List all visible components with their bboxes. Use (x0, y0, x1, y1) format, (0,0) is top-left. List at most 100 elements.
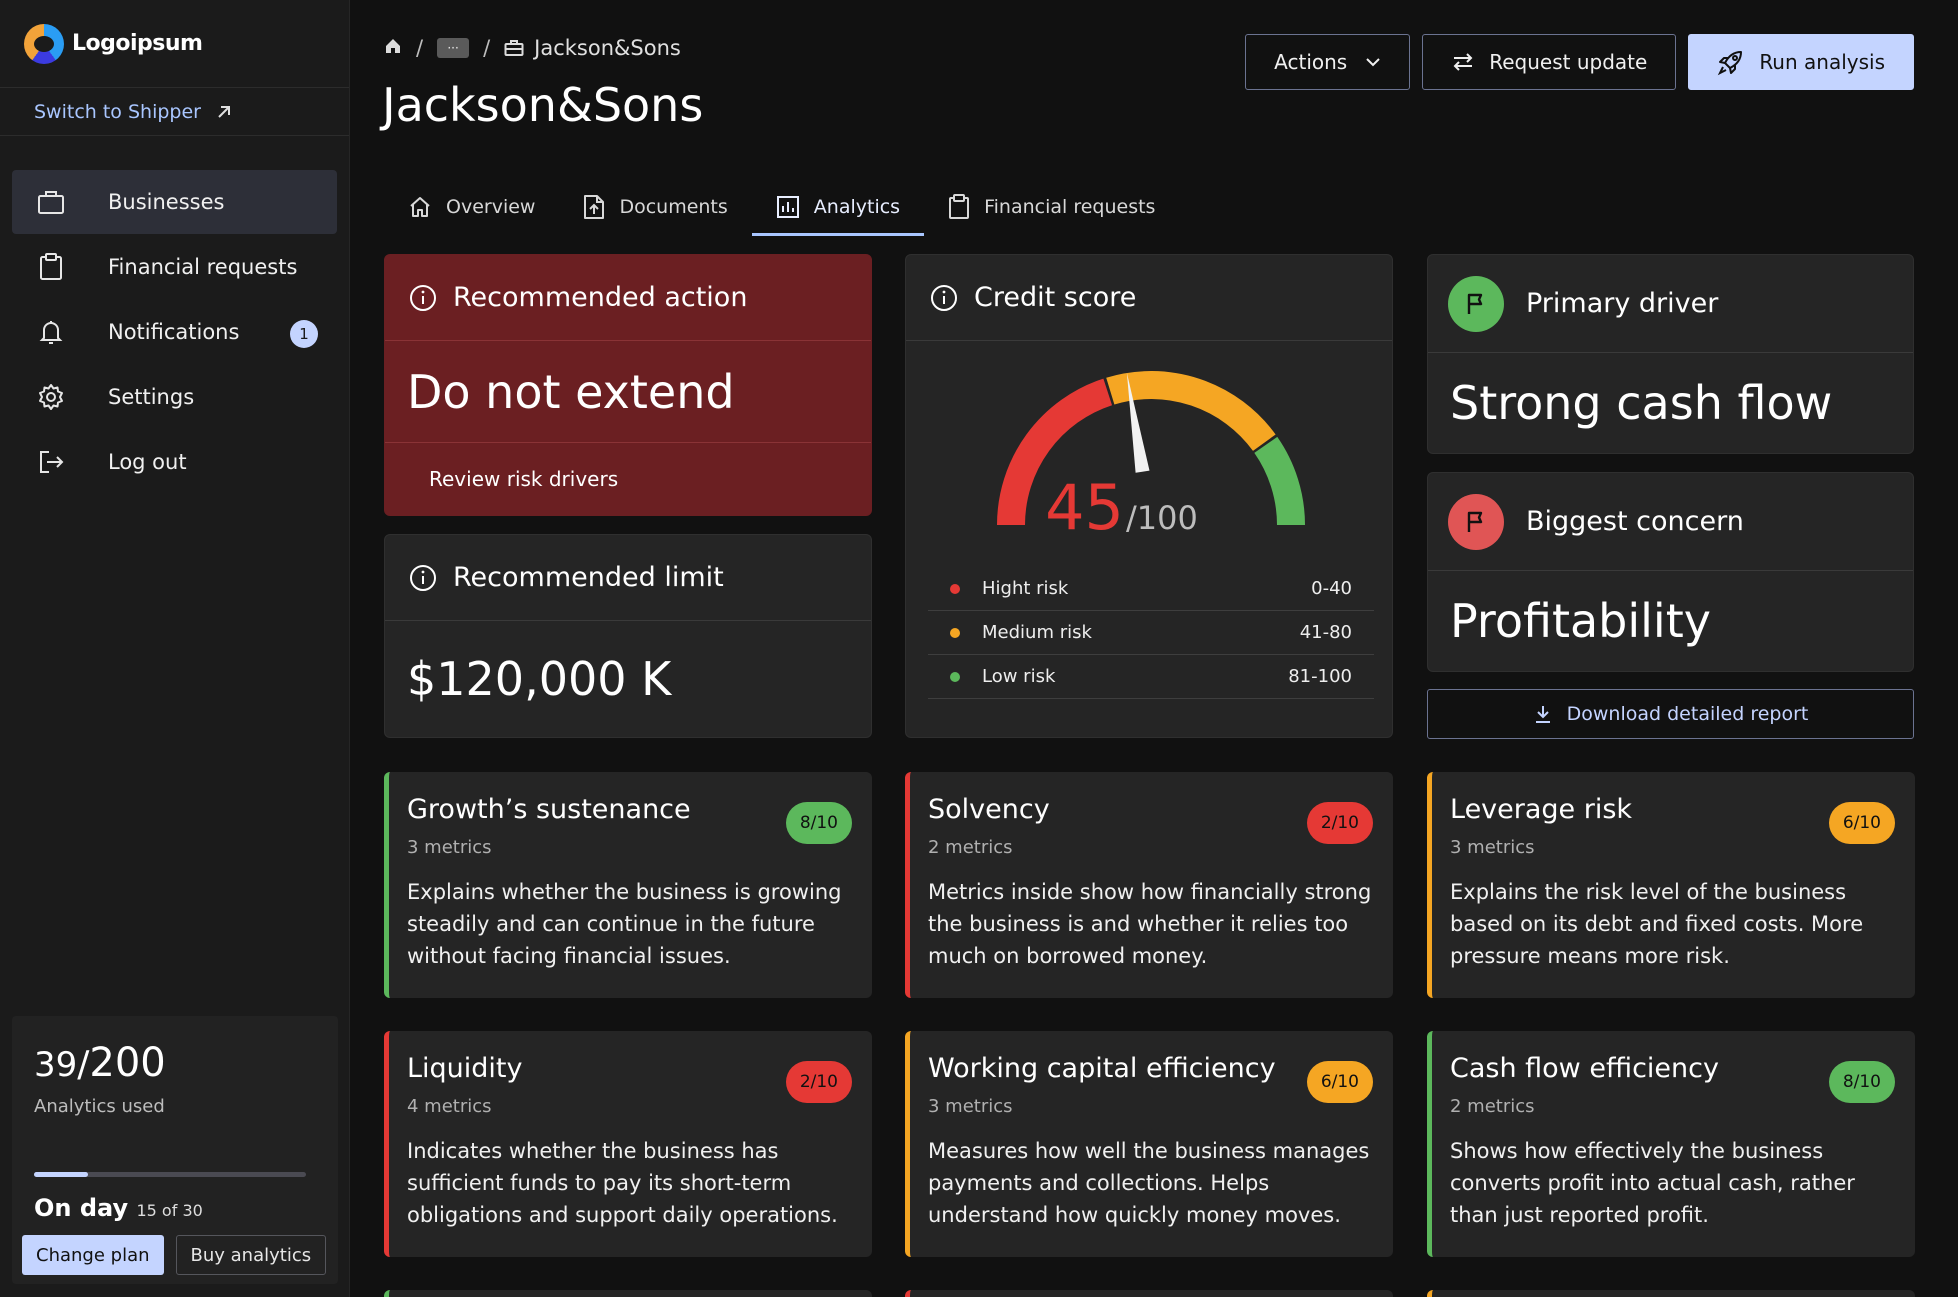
metric-count: 3 metrics (928, 1096, 1013, 1117)
analytics-slash: / (77, 1044, 90, 1085)
info-icon (409, 284, 437, 312)
bar-chart-icon (776, 195, 800, 219)
gauge-needle (1126, 372, 1150, 473)
run-analysis-label: Run analysis (1759, 50, 1885, 74)
day-label: On day (34, 1194, 129, 1222)
recommended-limit-value: $120,000 K (407, 652, 672, 706)
recommended-action-value: Do not extend (385, 341, 871, 443)
sidebar-item-label: Notifications (108, 320, 240, 344)
credit-score-card: Credit score 45 /100 Hight risk 0-40 Med… (905, 254, 1393, 738)
metric-count: 4 metrics (407, 1096, 492, 1117)
document-upload-icon (583, 194, 605, 220)
tab-label: Overview (446, 195, 536, 218)
sidebar-item-financial-requests[interactable]: Financial requests (12, 235, 337, 299)
arrow-up-right-icon (215, 103, 233, 121)
legend-range: 81-100 (1288, 666, 1352, 687)
day-value: 15 of 30 (136, 1201, 203, 1220)
metric-card-growth-sustenance[interactable]: Growth’s sustenance 3 metrics Explains w… (384, 772, 872, 998)
legend-dot (950, 583, 960, 594)
metric-count: 2 metrics (928, 837, 1013, 858)
card-title: Credit score (974, 282, 1137, 313)
legend-dot (950, 627, 960, 638)
home-icon[interactable] (384, 36, 402, 60)
breadcrumb-more[interactable]: ··· (437, 38, 470, 58)
credit-score-max: /100 (1126, 499, 1198, 537)
card-title: Biggest concern (1526, 506, 1744, 537)
metric-title: Solvency (928, 794, 1050, 825)
brand[interactable]: Logoipsum (0, 0, 349, 88)
actions-dropdown-button[interactable]: Actions (1245, 34, 1411, 90)
metric-card-partial (905, 1290, 1393, 1297)
card-title: Recommended action (453, 282, 748, 313)
request-update-button[interactable]: Request update (1422, 34, 1677, 90)
metric-count: 3 metrics (1450, 837, 1535, 858)
metric-card-partial (1427, 1290, 1915, 1297)
metric-description: Indicates whether the business has suffi… (407, 1139, 838, 1227)
metric-card-leverage-risk[interactable]: Leverage risk 3 metrics Explains the ris… (1427, 772, 1915, 998)
tab-overview[interactable]: Overview (384, 180, 559, 236)
metric-score-badge: 8/10 (1828, 1061, 1895, 1103)
metric-description: Metrics inside show how financially stro… (928, 880, 1372, 968)
tab-bar: Overview Documents Analytics Financial r… (384, 180, 1179, 236)
briefcase-icon (36, 187, 66, 217)
primary-driver-value: Strong cash flow (1450, 376, 1833, 430)
breadcrumb-current: Jackson&Sons (534, 36, 681, 60)
tab-documents[interactable]: Documents (559, 180, 751, 236)
metric-card-liquidity[interactable]: Liquidity 4 metrics Indicates whether th… (384, 1031, 872, 1257)
clipboard-icon (948, 193, 970, 220)
sidebar-item-log-out[interactable]: Log out (12, 430, 337, 494)
legend-row-medium-risk: Medium risk 41-80 (928, 611, 1374, 655)
primary-driver-card: Primary driver Strong cash flow (1427, 254, 1914, 454)
clipboard-icon (36, 252, 66, 282)
sidebar-item-settings[interactable]: Settings (12, 365, 337, 429)
change-plan-button[interactable]: Change plan (22, 1235, 164, 1275)
logout-icon (36, 447, 66, 477)
bell-icon (36, 317, 66, 347)
metric-card-working-capital-efficiency[interactable]: Working capital efficiency 3 metrics Mea… (905, 1031, 1393, 1257)
metric-title: Growth’s sustenance (407, 794, 691, 825)
gear-icon (36, 382, 66, 412)
legend-label: Medium risk (982, 622, 1092, 643)
recommended-limit-card: Recommended limit $120,000 K (384, 534, 872, 738)
card-title: Primary driver (1526, 288, 1719, 319)
sidebar-item-businesses[interactable]: Businesses (12, 170, 337, 234)
flag-icon (1448, 275, 1504, 332)
page-title: Jackson&Sons (382, 78, 704, 132)
header-actions: Actions Request update Run analysis (1245, 34, 1914, 90)
metric-score-badge: 6/10 (1828, 802, 1895, 844)
metric-count: 3 metrics (407, 837, 492, 858)
metric-description: Explains the risk level of the business … (1450, 880, 1864, 968)
usage-progress-fill (34, 1172, 89, 1177)
info-icon (409, 564, 437, 592)
switch-to-shipper-link[interactable]: Switch to Shipper (0, 88, 349, 136)
breadcrumb: / ··· / Jackson&Sons (384, 36, 681, 60)
review-risk-drivers-link[interactable]: Review risk drivers (429, 467, 619, 491)
metric-score-badge: 2/10 (785, 1061, 852, 1103)
chevron-down-icon (1365, 57, 1381, 67)
card-title: Recommended limit (453, 562, 724, 593)
swap-arrows-icon (1451, 52, 1475, 72)
sidebar-nav: Businesses Financial requests Notificati… (0, 136, 349, 494)
legend-range: 0-40 (1311, 578, 1352, 599)
metric-count: 2 metrics (1450, 1096, 1535, 1117)
notification-count-badge: 1 (290, 320, 318, 348)
briefcase-icon (504, 39, 524, 57)
brand-name: Logoipsum (72, 31, 203, 56)
tab-financial-requests[interactable]: Financial requests (924, 180, 1179, 236)
run-analysis-button[interactable]: Run analysis (1688, 34, 1914, 90)
metric-score-badge: 8/10 (785, 802, 852, 844)
sidebar-item-label: Businesses (108, 190, 225, 214)
download-report-button[interactable]: Download detailed report (1427, 689, 1914, 739)
metric-title: Liquidity (407, 1053, 523, 1084)
home-icon (408, 195, 432, 219)
metric-card-cash-flow-efficiency[interactable]: Cash flow efficiency 2 metrics Shows how… (1427, 1031, 1915, 1257)
metric-card-solvency[interactable]: Solvency 2 metrics Metrics inside show h… (905, 772, 1393, 998)
gauge-segment-low-risk (1254, 436, 1305, 526)
analytics-used-label: Analytics used (34, 1096, 165, 1117)
tab-analytics[interactable]: Analytics (751, 180, 925, 236)
sidebar-item-notifications[interactable]: Notifications 1 (12, 300, 337, 364)
metric-title: Working capital efficiency (928, 1053, 1276, 1084)
download-icon (1533, 704, 1553, 724)
sidebar-item-label: Financial requests (108, 255, 298, 279)
buy-analytics-button[interactable]: Buy analytics (175, 1235, 327, 1275)
